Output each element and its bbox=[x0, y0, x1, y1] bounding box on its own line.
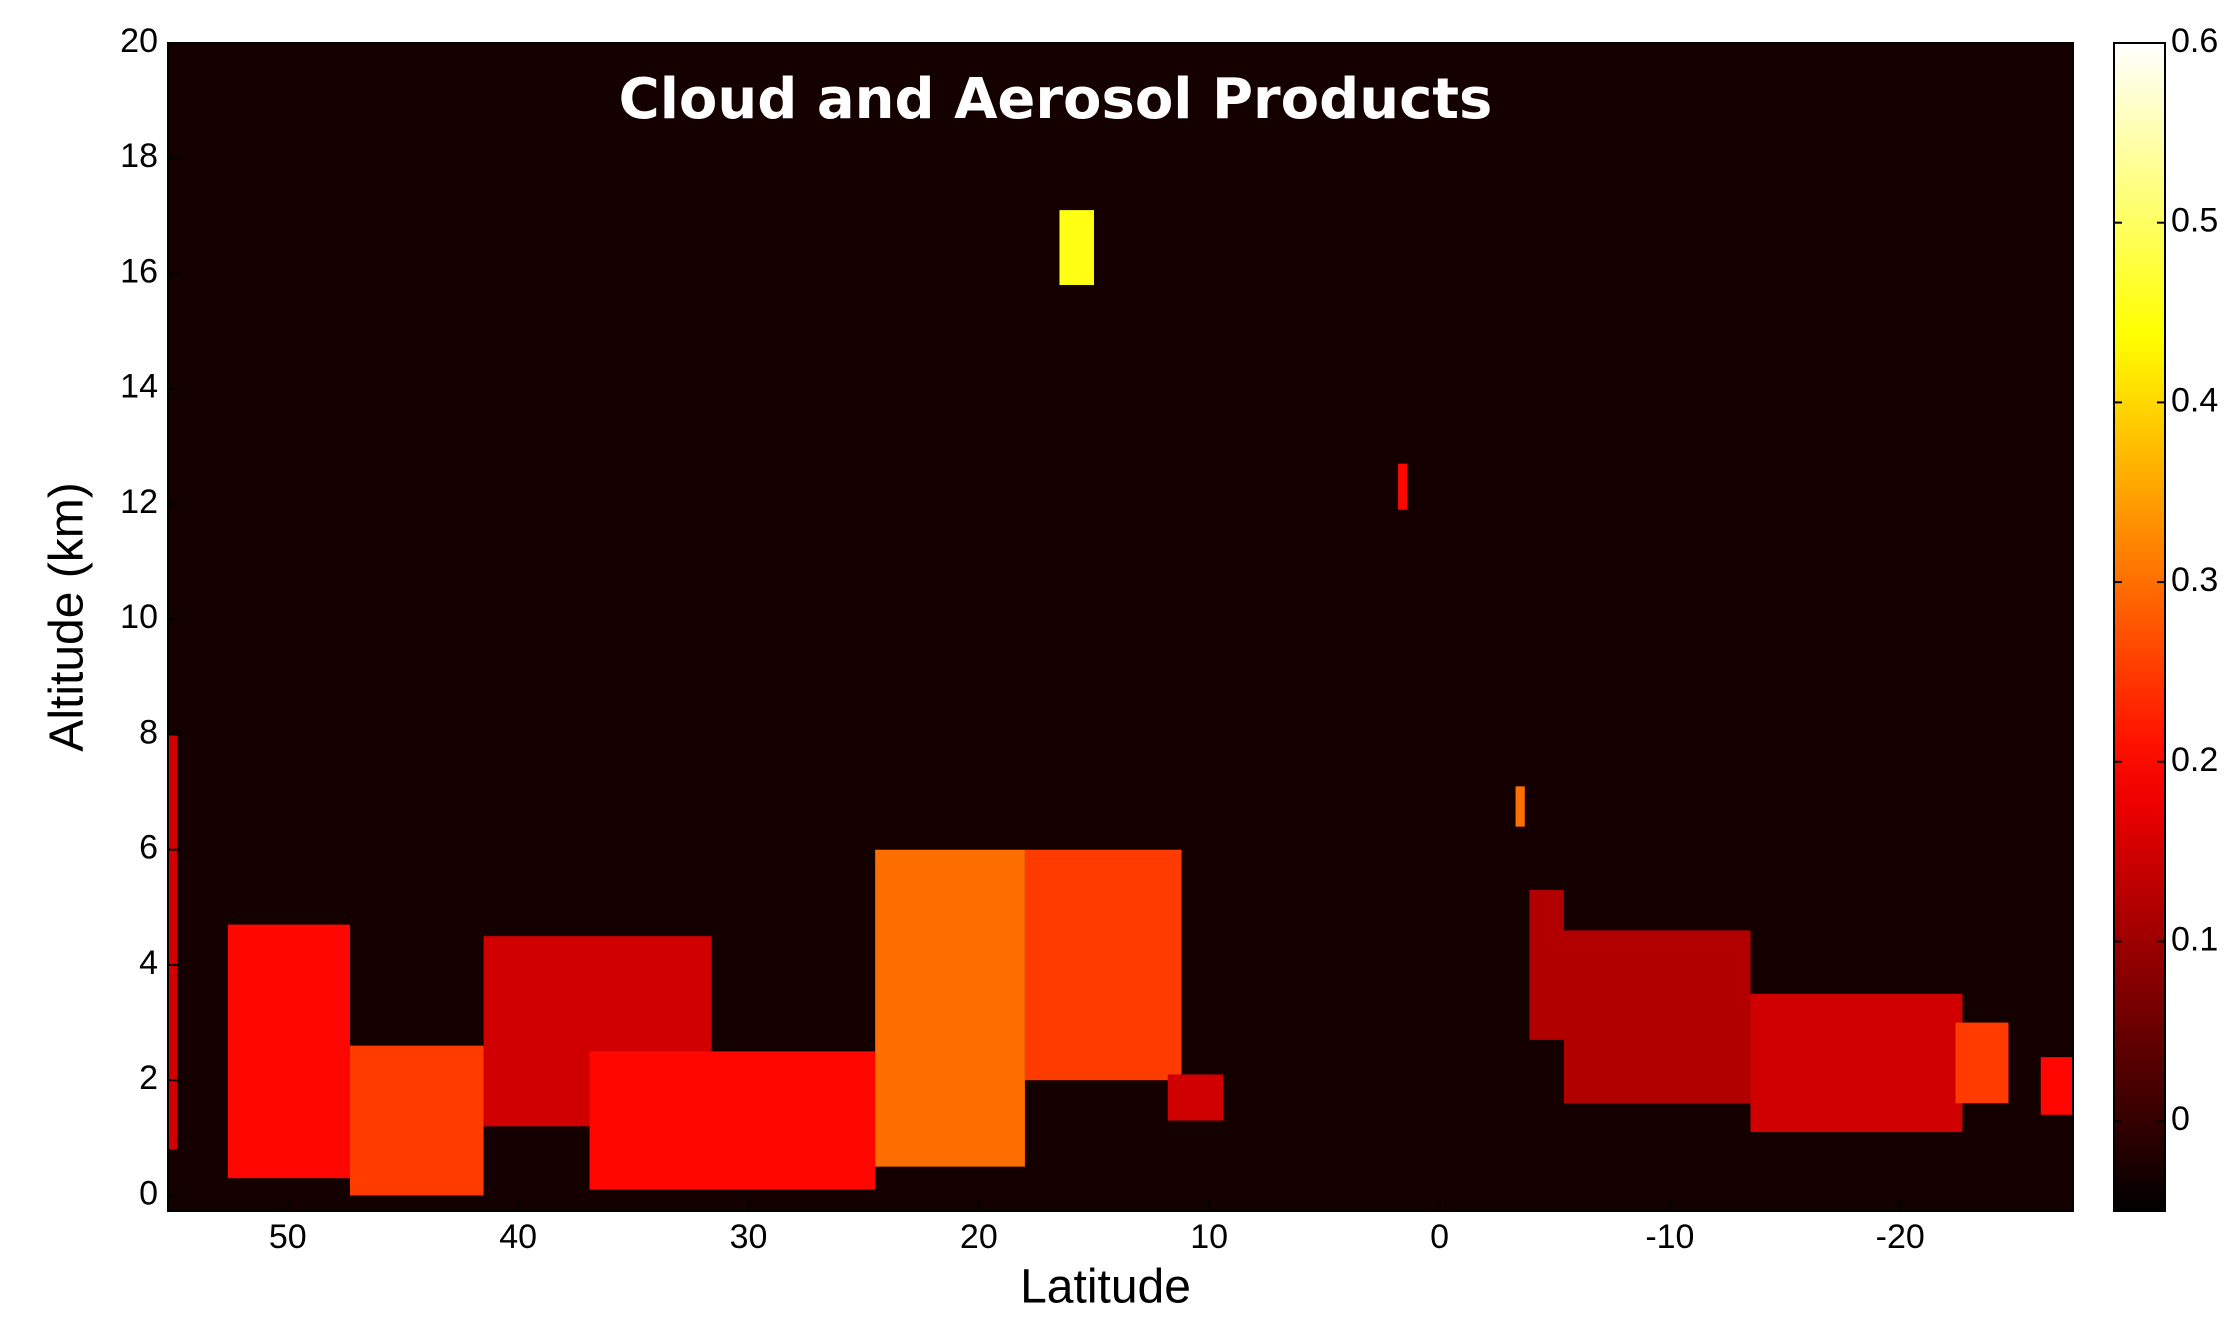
aerosol-layer bbox=[1398, 463, 1408, 510]
colorbar-tick-label: 0.3 bbox=[2171, 561, 2218, 599]
aerosol-layer bbox=[1024, 849, 1182, 1081]
colorbar-tick-label: 0.6 bbox=[2171, 22, 2218, 60]
aerosol-layer bbox=[875, 849, 1025, 1167]
y-tick-label: 12 bbox=[120, 483, 158, 521]
aerosol-layer bbox=[1529, 890, 1564, 1040]
y-tick-label: 0 bbox=[139, 1174, 158, 1212]
y-tick-label: 6 bbox=[139, 829, 158, 867]
y-tick-label: 4 bbox=[139, 944, 158, 982]
x-tick-label: 40 bbox=[499, 1218, 537, 1256]
aerosol-layer bbox=[1563, 930, 1751, 1104]
aerosol-layer bbox=[1955, 1022, 2009, 1104]
colorbar-tick-label: 0 bbox=[2171, 1100, 2190, 1138]
y-tick-label: 20 bbox=[120, 22, 158, 60]
aerosol-layer bbox=[227, 924, 350, 1179]
colorbar bbox=[2113, 42, 2166, 1212]
aerosol-layer bbox=[168, 734, 178, 1150]
aerosol-layer bbox=[589, 1051, 876, 1190]
aerosol-layer bbox=[1167, 1074, 1224, 1121]
colorbar-tick-label: 0.5 bbox=[2171, 202, 2218, 240]
y-tick-label: 10 bbox=[120, 598, 158, 636]
plot-frame bbox=[167, 42, 2074, 1212]
aerosol-layer bbox=[1750, 993, 1963, 1133]
y-tick-label: 18 bbox=[120, 137, 158, 175]
x-tick-label: 0 bbox=[1430, 1218, 1449, 1256]
x-tick-label: 50 bbox=[269, 1218, 307, 1256]
y-tick-label: 2 bbox=[139, 1059, 158, 1097]
annotation: Cloud and Aerosol Products bbox=[619, 67, 1493, 132]
x-tick-label: -20 bbox=[1876, 1218, 1925, 1256]
x-tick-label: 10 bbox=[1190, 1218, 1228, 1256]
y-tick-label: 8 bbox=[139, 713, 158, 751]
y-tick-label: 16 bbox=[120, 252, 158, 290]
colorbar-tick-label: 0.1 bbox=[2171, 920, 2218, 958]
aerosol-layer bbox=[1515, 786, 1525, 827]
x-tick-label: 30 bbox=[730, 1218, 768, 1256]
aerosol-layer bbox=[1059, 210, 1095, 286]
colorbar-tick-label: 0.4 bbox=[2171, 381, 2218, 419]
y-axis-label: Altitude (km) bbox=[41, 482, 94, 751]
colorbar-tick-label: 0.2 bbox=[2171, 741, 2218, 779]
x-tick-label: -10 bbox=[1645, 1218, 1694, 1256]
x-axis-label: Latitude bbox=[1020, 1261, 1191, 1314]
x-tick-label: 20 bbox=[960, 1218, 998, 1256]
aerosol-layer bbox=[2040, 1057, 2073, 1115]
aerosol-layer bbox=[349, 1045, 484, 1196]
y-tick-label: 14 bbox=[120, 368, 158, 406]
